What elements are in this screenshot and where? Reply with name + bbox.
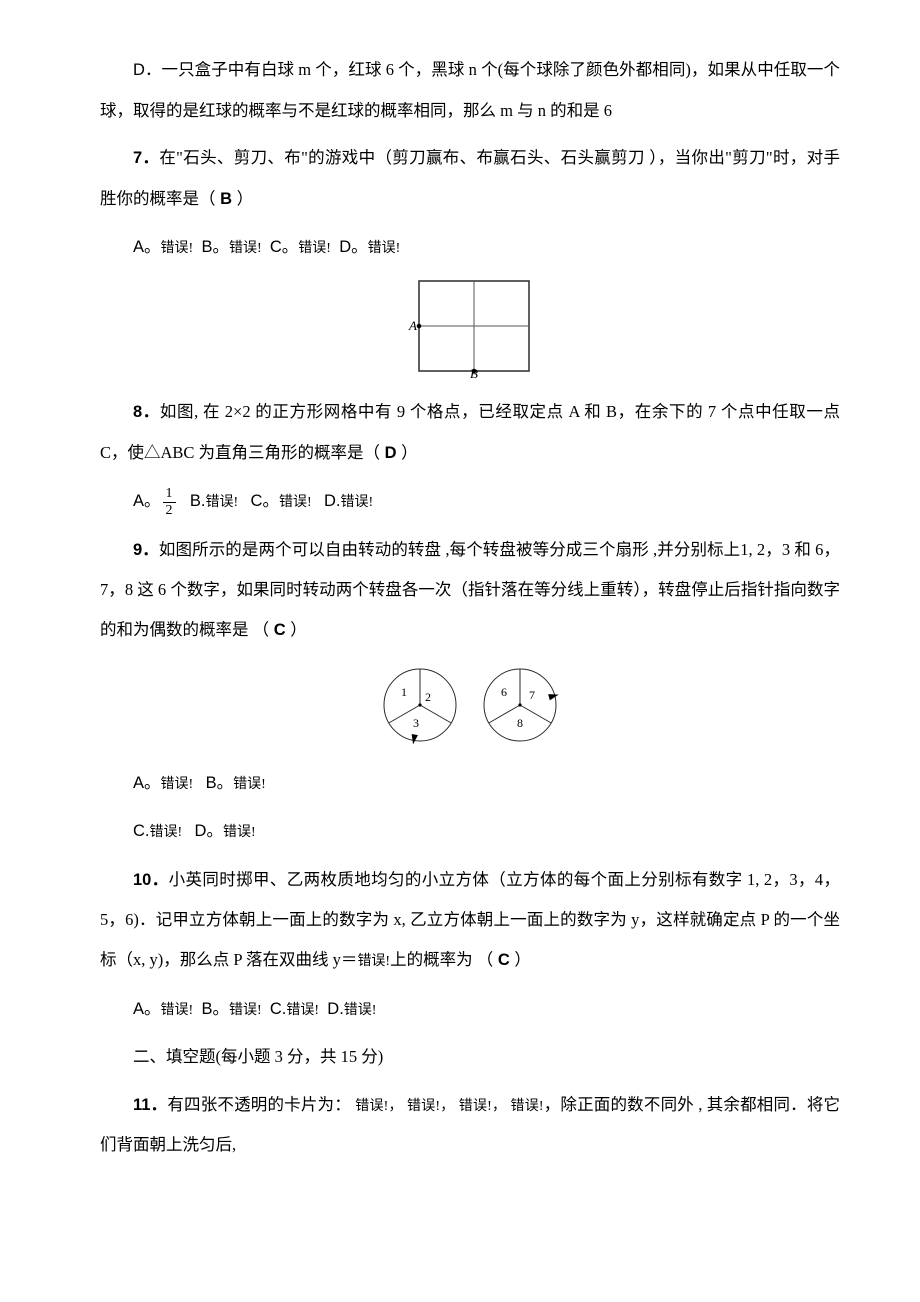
question-text-mid: 上的概率为 （	[390, 950, 493, 969]
question-number: 8．	[133, 403, 160, 421]
option-text: 错误!	[298, 241, 331, 256]
option-label: C.	[133, 822, 150, 840]
option-label: C.	[270, 1000, 287, 1018]
spinner-svg: 1 23 6 78	[370, 661, 570, 749]
option-label: C。	[251, 492, 279, 510]
answer-letter: C	[269, 621, 290, 639]
err-text: 错误!	[511, 1099, 544, 1114]
option-label: C。	[270, 238, 298, 256]
question-text-before: 如图, 在 2×2 的正方形网格中有 9 个格点，已经取定点 A 和 B，在余下…	[100, 402, 840, 462]
option-label: D.	[327, 1000, 344, 1018]
grid-figure: A B	[100, 278, 840, 378]
question-number: 11．	[133, 1096, 167, 1114]
answer-letter: D	[380, 444, 401, 462]
question-9-options-row1: A。错误! B。错误!	[100, 763, 840, 804]
section-2-heading: 二、填空题(每小题 3 分，共 15 分)	[100, 1037, 840, 1077]
err-text: 错误!，	[407, 1099, 454, 1114]
question-8-options: A。12 B.错误! C。错误! D.错误!	[100, 481, 840, 522]
question-text-before: 如图所示的是两个可以自由转动的转盘 ,每个转盘被等分成三个扇形 ,并分别标上1,…	[100, 540, 840, 639]
option-a-fraction: 12	[163, 486, 176, 518]
option-text: 错误!	[161, 777, 194, 792]
option-text: 错误!	[161, 241, 194, 256]
question-text: 有四张不透明的卡片为：	[167, 1095, 351, 1114]
option-label: D。	[195, 822, 223, 840]
option-label: D。	[339, 238, 367, 256]
svg-text:1: 1	[401, 685, 407, 699]
question-text-after: ）	[514, 950, 531, 969]
question-9-options-row2: C.错误! D。错误!	[100, 811, 840, 852]
question-8: 8．如图, 在 2×2 的正方形网格中有 9 个格点，已经取定点 A 和 B，在…	[100, 392, 840, 473]
svg-text:8: 8	[517, 716, 523, 730]
err-inline: 错误!	[357, 954, 390, 969]
question-7-options: A。错误! B。错误! C。错误! D。错误!	[100, 227, 840, 268]
svg-text:6: 6	[501, 685, 507, 699]
question-11: 11．有四张不透明的卡片为： 错误!， 错误!， 错误!， 错误!，除正面的数不…	[100, 1085, 840, 1165]
err-text: 错误!，	[355, 1099, 402, 1114]
option-label: B.	[190, 492, 206, 510]
answer-letter: B	[216, 190, 237, 208]
option-text: 错误!	[233, 777, 266, 792]
option-label: B。	[201, 238, 229, 256]
svg-text:2: 2	[425, 690, 431, 704]
question-number: 7．	[133, 149, 159, 167]
grid-label-b: B	[470, 366, 478, 378]
option-text: 错误!	[205, 495, 238, 510]
question-text-before: 在"石头、剪刀、布"的游戏中（剪刀赢布、布赢石头、石头赢剪刀 ），当你出"剪刀"…	[100, 148, 840, 208]
option-label: D.	[324, 492, 341, 510]
option-label: B。	[206, 774, 234, 792]
svg-text:7: 7	[529, 688, 535, 702]
option-text: 错误!	[286, 1003, 319, 1018]
option-text: 错误!	[368, 241, 401, 256]
question-10: 10．小英同时掷甲、乙两枚质地均匀的小立方体（立方体的每个面上分别标有数字 1,…	[100, 860, 840, 981]
option-text: 错误!	[150, 825, 183, 840]
question-number: 9．	[133, 541, 159, 559]
option-label: B。	[201, 1000, 229, 1018]
question-6-option-d: D．一只盒子中有白球 m 个，红球 6 个，黑球 n 个(每个球除了颜色外都相同…	[100, 50, 840, 130]
question-text-after: ）	[401, 443, 418, 462]
option-label: A。	[133, 774, 161, 792]
option-text: 错误!	[161, 1003, 194, 1018]
option-text: 错误!	[229, 1003, 262, 1018]
err-text: 错误!，	[459, 1099, 506, 1114]
option-text: 错误!	[344, 1003, 377, 1018]
question-text-after: ）	[290, 620, 307, 639]
option-label: A。	[133, 492, 161, 510]
option-text: 错误!	[223, 825, 256, 840]
option-label: D．	[133, 61, 162, 79]
option-text: 一只盒子中有白球 m 个，红球 6 个，黑球 n 个(每个球除了颜色外都相同)，…	[100, 60, 840, 120]
option-label: A。	[133, 1000, 161, 1018]
answer-letter: C	[493, 951, 514, 969]
question-text-after: ）	[237, 189, 254, 208]
question-10-options: A。错误! B。错误! C.错误! D.错误!	[100, 989, 840, 1030]
grid-svg: A B	[405, 278, 535, 378]
option-text: 错误!	[279, 495, 312, 510]
option-text: 错误!	[341, 495, 374, 510]
question-9: 9．如图所示的是两个可以自由转动的转盘 ,每个转盘被等分成三个扇形 ,并分别标上…	[100, 530, 840, 651]
spinner-figure: 1 23 6 78	[100, 661, 840, 749]
option-label: A。	[133, 238, 161, 256]
question-number: 10．	[133, 871, 169, 889]
svg-text:3: 3	[413, 716, 419, 730]
option-text: 错误!	[229, 241, 262, 256]
grid-label-a: A	[408, 318, 417, 333]
question-7: 7．在"石头、剪刀、布"的游戏中（剪刀赢布、布赢石头、石头赢剪刀 ），当你出"剪…	[100, 138, 840, 219]
